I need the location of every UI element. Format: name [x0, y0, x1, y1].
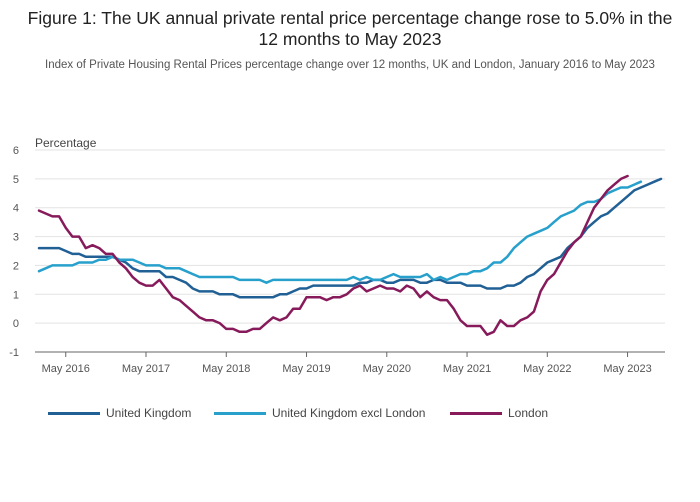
y-axis-label: Percentage: [35, 136, 97, 150]
y-tick-label: 0: [13, 318, 19, 330]
series-line-united-kingdom: [37, 177, 663, 299]
series-line-london: [37, 174, 629, 336]
series-lines: [37, 174, 663, 336]
x-tick-label: May 2020: [363, 363, 411, 375]
y-tick-labels: -1 0 1 2 3 4 5 6: [9, 145, 19, 359]
legend-item-uk: United Kingdom: [48, 406, 191, 420]
series-line-united-kingdom-excl-london: [37, 180, 643, 284]
legend-swatch-uk-excl-london: [214, 411, 266, 415]
y-tick-label: -1: [9, 347, 19, 359]
x-tick-label: May 2017: [122, 363, 170, 375]
legend-label-uk-excl-london: United Kingdom excl London: [272, 406, 426, 420]
chart-title: Figure 1: The UK annual private rental p…: [27, 8, 673, 49]
x-tick-label: May 2022: [523, 363, 571, 375]
x-tick-label: May 2018: [202, 363, 250, 375]
x-tick-label: May 2016: [42, 363, 90, 375]
legend-swatch-london: [450, 411, 502, 415]
y-tick-label: 6: [13, 145, 19, 157]
y-tick-label: 1: [13, 289, 19, 301]
legend-item-london: London: [450, 406, 548, 420]
y-tick-label: 3: [13, 232, 19, 244]
y-tick-label: 5: [13, 174, 19, 186]
legend-label-uk: United Kingdom: [106, 406, 192, 420]
legend-swatch-uk: [48, 411, 100, 415]
y-tick-label: 2: [13, 260, 19, 272]
x-tick-label: May 2021: [443, 363, 491, 375]
legend-label-london: London: [508, 406, 549, 420]
chart-subtitle: Index of Private Housing Rental Prices p…: [45, 59, 655, 71]
legend-item-uk-excl-london: United Kingdom excl London: [214, 406, 425, 420]
gridlines: [35, 149, 665, 353]
x-tick-label: May 2023: [603, 363, 651, 375]
y-tick-label: 4: [13, 203, 19, 215]
legend: United Kingdom United Kingdom excl Londo…: [0, 406, 700, 428]
x-tick-label: May 2019: [282, 363, 330, 375]
x-axis: May 2016 May 2017 May 2018 May 2019 May 2020…: [35, 351, 665, 375]
